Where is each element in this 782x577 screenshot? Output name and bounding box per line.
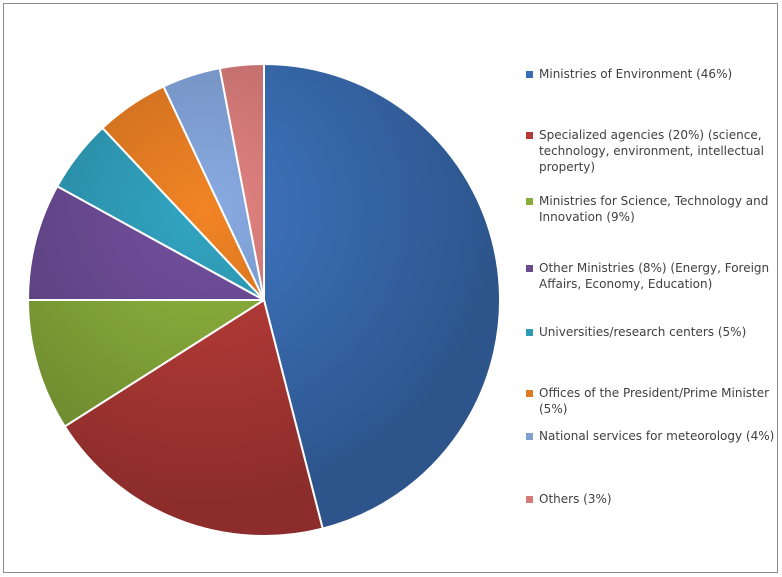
- legend-label: Universities/research centers (5%): [539, 325, 747, 339]
- legend-swatch: [526, 198, 533, 205]
- legend-item-offices-president: Offices of the President/Prime Minister …: [526, 385, 776, 417]
- pie-slice-7: [218, 63, 265, 301]
- legend-label: National services for meteorology (4%): [539, 429, 775, 443]
- legend-item-ministries-science-technology: Ministries for Science, Technology and I…: [526, 193, 776, 225]
- legend-label: Other Ministries (8%) (Energy, Foreign A…: [539, 261, 770, 291]
- legend-item-ministries-of-environment: Ministries of Environment (46%): [526, 66, 776, 82]
- legend-item-other-ministries: Other Ministries (8%) (Energy, Foreign A…: [526, 260, 776, 292]
- legend-swatch: [526, 390, 533, 397]
- legend-swatch: [526, 329, 533, 336]
- pie-slice-1: [63, 299, 324, 537]
- legend-swatch: [526, 496, 533, 503]
- legend-label: Specialized agencies (20%) (science, tec…: [539, 128, 764, 174]
- legend-item-national-meteorology: National services for meteorology (4%): [526, 428, 776, 444]
- legend-swatch: [526, 132, 533, 139]
- legend-label: Others (3%): [539, 492, 612, 506]
- legend-item-specialized-agencies: Specialized agencies (20%) (science, tec…: [526, 127, 776, 175]
- chart-frame: Ministries of Environment (46%) Speciali…: [3, 3, 778, 573]
- pie-chart: [27, 63, 501, 537]
- legend-item-universities: Universities/research centers (5%): [526, 324, 776, 340]
- pie-slice-0: [263, 63, 501, 530]
- legend-label: Ministries for Science, Technology and I…: [539, 194, 769, 224]
- legend-item-others: Others (3%): [526, 491, 776, 507]
- pie-slice-2: [27, 299, 265, 428]
- legend-swatch: [526, 433, 533, 440]
- legend-swatch: [526, 71, 533, 78]
- legend-label: Ministries of Environment (46%): [539, 67, 733, 81]
- legend-swatch: [526, 265, 533, 272]
- legend-label: Offices of the President/Prime Minister …: [539, 386, 770, 416]
- pie-slice-3: [27, 185, 265, 301]
